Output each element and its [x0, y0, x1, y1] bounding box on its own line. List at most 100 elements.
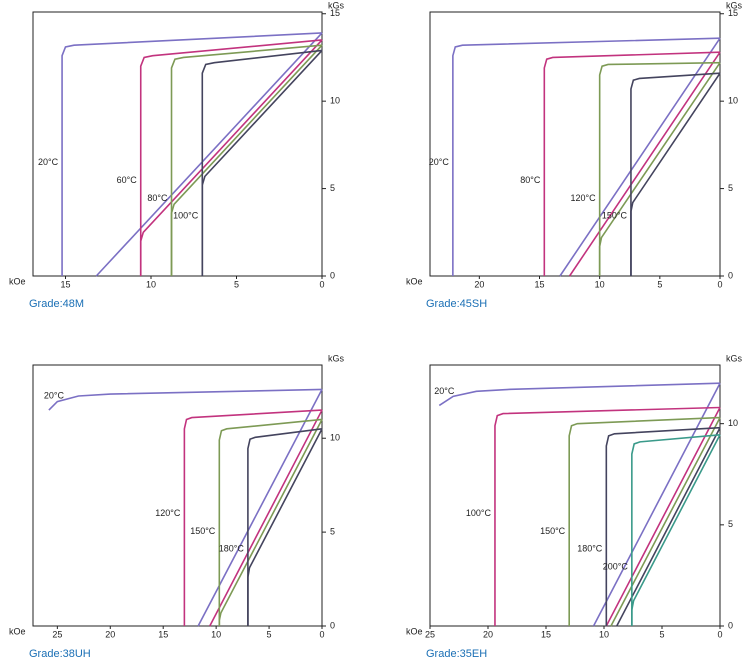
x-tick-label: 10	[211, 629, 221, 639]
chart-title: Grade:38UH	[29, 648, 91, 660]
x-tick-label: 0	[319, 279, 324, 289]
y-tick-label: 0	[330, 270, 335, 280]
series-label: 180°C	[219, 544, 245, 554]
series-label: 80°C	[147, 193, 168, 203]
y-tick-label: 0	[330, 620, 335, 630]
x-tick-label: 0	[319, 629, 324, 639]
plot-frame	[32, 11, 323, 277]
plot-frame	[429, 11, 721, 277]
normal-curve	[95, 32, 323, 277]
y-tick-label: 10	[330, 96, 340, 106]
x-tick-label: 15	[158, 629, 168, 639]
series-label: 180°C	[577, 544, 603, 554]
y-tick-label: 15	[330, 8, 340, 18]
y-tick-label: 0	[728, 620, 733, 630]
intrinsic-curve	[170, 44, 323, 276]
y-tick-label: 0	[728, 270, 733, 280]
series-label: 120°C	[155, 508, 181, 518]
intrinsic-curve	[543, 51, 721, 276]
x-axis-label: kOe	[406, 626, 423, 636]
series-label: 120°C	[571, 193, 597, 203]
intrinsic-curve	[598, 61, 721, 276]
series-label: 20°C	[38, 157, 59, 167]
y-tick-label: 10	[728, 418, 738, 428]
x-tick-label: 20	[483, 629, 493, 639]
intrinsic-curve	[48, 388, 323, 411]
y-axis-label: kGs	[328, 0, 345, 10]
intrinsic-curve	[139, 39, 323, 276]
normal-curve	[610, 417, 721, 627]
x-tick-label: 5	[659, 629, 664, 639]
series-label: 100°C	[173, 211, 199, 221]
intrinsic-curve	[630, 72, 721, 276]
series-label: 80°C	[520, 175, 541, 185]
intrinsic-curve	[183, 409, 323, 626]
y-tick-label: 15	[728, 8, 738, 18]
x-tick-label: 25	[425, 629, 435, 639]
normal-curve	[630, 72, 721, 276]
normal-curve	[559, 37, 721, 277]
normal-curve	[568, 51, 721, 277]
x-axis-label: kOe	[406, 276, 423, 286]
series-label: 60°C	[117, 175, 138, 185]
y-axis-label: kGs	[726, 353, 743, 363]
x-tick-label: 0	[717, 629, 722, 639]
series-label: 20°C	[434, 386, 455, 396]
intrinsic-curve	[631, 434, 721, 626]
y-axis-label: kGs	[726, 0, 743, 10]
x-tick-label: 5	[657, 279, 662, 289]
normal-curve	[605, 407, 721, 627]
normal-curve	[247, 428, 323, 626]
series-label: 100°C	[466, 508, 492, 518]
normal-curve	[209, 409, 323, 627]
plot-frame	[429, 364, 721, 627]
intrinsic-curve	[568, 416, 721, 626]
x-tick-label: 5	[267, 629, 272, 639]
intrinsic-curve	[494, 406, 721, 626]
y-axis-label: kGs	[328, 353, 345, 363]
normal-curve	[631, 434, 721, 626]
normal-curve	[170, 44, 323, 276]
normal-curve	[218, 419, 323, 626]
chart-title: Grade:45SH	[426, 298, 487, 310]
y-tick-label: 10	[330, 433, 340, 443]
x-tick-label: 10	[595, 279, 605, 289]
intrinsic-curve	[438, 382, 721, 407]
x-tick-label: 15	[541, 629, 551, 639]
normal-curve	[139, 39, 323, 276]
x-tick-label: 15	[60, 279, 70, 289]
x-tick-label: 5	[234, 279, 239, 289]
y-tick-label: 5	[728, 183, 733, 193]
normal-curve	[201, 49, 323, 276]
y-tick-label: 5	[330, 183, 335, 193]
chart-title: Grade:35EH	[426, 648, 487, 660]
normal-curve	[592, 382, 721, 627]
x-tick-label: 0	[717, 279, 722, 289]
x-axis-label: kOe	[9, 276, 26, 286]
y-tick-label: 5	[330, 526, 335, 536]
series-label: 200°C	[603, 561, 629, 571]
intrinsic-curve	[247, 428, 323, 626]
y-tick-label: 10	[728, 96, 738, 106]
chart-title: Grade:48M	[29, 298, 84, 310]
intrinsic-curve	[605, 426, 721, 626]
normal-curve	[616, 427, 721, 627]
normal-curve	[598, 62, 721, 276]
x-tick-label: 15	[534, 279, 544, 289]
intrinsic-curve	[201, 49, 323, 276]
plot-frame	[32, 364, 323, 627]
series-label: 150°C	[190, 526, 216, 536]
intrinsic-curve	[218, 418, 323, 626]
series-label: 150°C	[602, 211, 628, 221]
intrinsic-curve	[61, 32, 323, 276]
x-axis-label: kOe	[9, 626, 26, 636]
x-tick-label: 20	[105, 629, 115, 639]
series-label: 150°C	[540, 526, 566, 536]
intrinsic-curve	[452, 37, 721, 276]
x-tick-label: 10	[146, 279, 156, 289]
y-tick-label: 5	[728, 519, 733, 529]
series-label: 20°C	[429, 157, 450, 167]
x-tick-label: 10	[599, 629, 609, 639]
